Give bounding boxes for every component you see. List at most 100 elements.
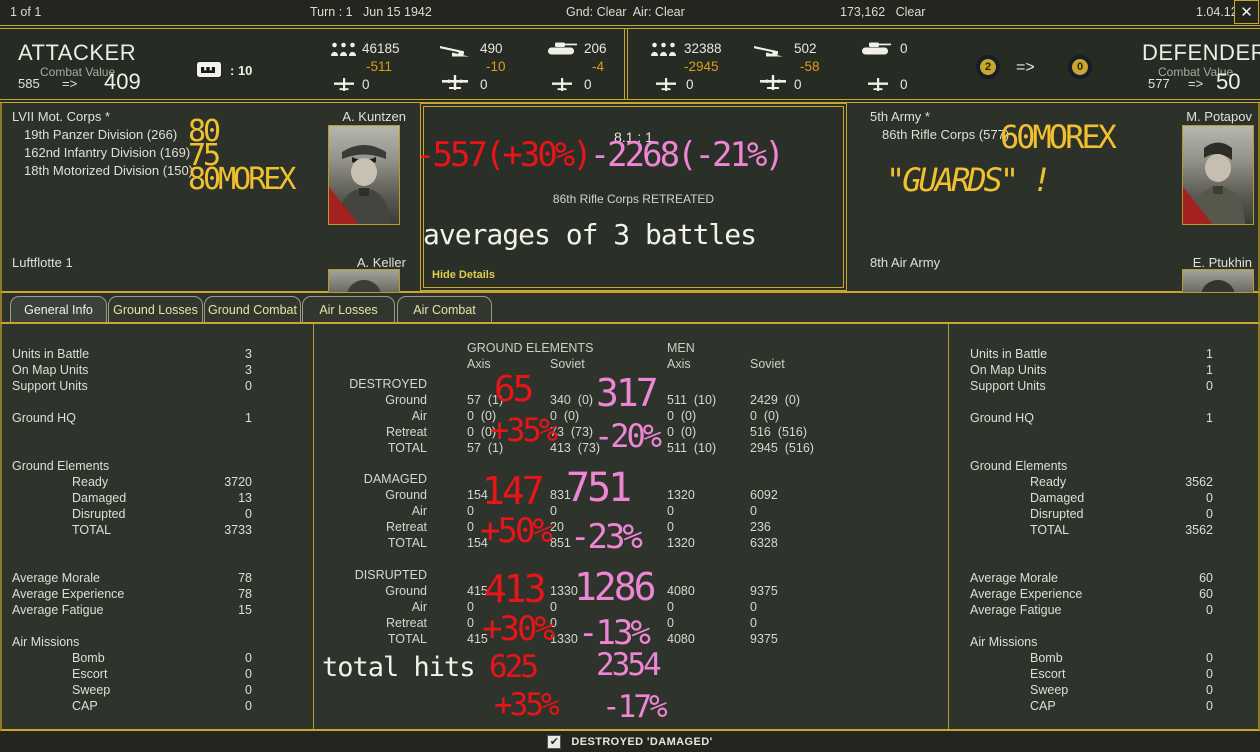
fighter-icon [552, 78, 572, 91]
cell: 1320 [667, 536, 695, 550]
tab-general-info[interactable]: General Info [10, 296, 107, 322]
cell: 236 [750, 520, 771, 534]
stat-label: Bomb [72, 651, 105, 665]
medal-arrow: => [1016, 59, 1035, 76]
stat-row: Average Experience 78 [12, 586, 252, 602]
cell: 0 [467, 616, 474, 630]
stat-label: Average Fatigue [12, 603, 104, 617]
stat-label: Bomb [1030, 651, 1063, 665]
annotation-morale-1: 80 [188, 114, 221, 149]
stat-label: On Map Units [970, 363, 1047, 377]
attacker-medal-value: 2 [984, 61, 992, 73]
defender-commander-name: M. Potapov [1186, 109, 1252, 124]
stat-label: Damaged [72, 491, 127, 505]
stat-row: Bomb 0 [970, 650, 1213, 666]
stat-row: Damaged 0 [970, 490, 1213, 506]
annotation-total-hits-axis-pct: +35% [494, 687, 560, 723]
table-group-men: MEN [667, 341, 695, 355]
stat-value: 78 [238, 571, 252, 585]
tab-air-combat[interactable]: Air Combat [397, 296, 492, 322]
cell: 1320 [667, 488, 695, 502]
close-button[interactable]: ✕ [1234, 0, 1259, 24]
stat-label: Disrupted [72, 507, 126, 521]
row-label: Ground [385, 584, 427, 598]
stat-value: 0 [245, 683, 252, 697]
stat-label: Average Morale [970, 571, 1059, 585]
row-label: Retreat [386, 520, 427, 534]
general-info-content: Units in Battle 3 On Map Units 3 Support U… [0, 324, 1260, 731]
bottom-bar: ✔ DESTROYED 'DAMAGED' [0, 731, 1260, 752]
destroyed-damaged-checkbox[interactable]: ✔ [547, 734, 562, 749]
tab-air-losses[interactable]: Air Losses [302, 296, 395, 322]
stat-row: Average Fatigue 0 [970, 602, 1213, 618]
cell: 0 (0) [667, 425, 697, 439]
stat-label: Ready [1030, 475, 1067, 489]
annotation-damaged-soviet: 751 [566, 465, 632, 511]
cell: 6328 [750, 536, 778, 550]
defender-guns-value: 502 [794, 41, 817, 56]
cell: 0 [467, 600, 474, 614]
stat-label: Sweep [1030, 683, 1069, 697]
annotation-damaged-axis: 147 [482, 469, 545, 513]
defender-cv-arrow: => [1188, 76, 1204, 91]
artillery-icon [438, 45, 470, 57]
cell: 415 [467, 632, 488, 646]
cell: 0 [667, 520, 674, 534]
stat-row: Sweep 0 [12, 682, 252, 698]
stat-label: Sweep [72, 683, 111, 697]
fort-level-value: : 10 [230, 63, 253, 78]
defender-commander-portrait [1182, 125, 1254, 225]
cell: 2945 (516) [750, 441, 814, 455]
attacker-air-hq-name: Luftflotte 1 [12, 255, 73, 270]
stat-value: 3562 [1185, 523, 1213, 537]
cell: 0 [750, 600, 757, 614]
attacker-commander-portrait [328, 125, 400, 225]
cell: 0 (0) [550, 409, 580, 423]
tab-ground-losses[interactable]: Ground Losses [108, 296, 203, 322]
cell: 4080 [667, 632, 695, 646]
row-label: Ground [385, 488, 427, 502]
attacker-hq-name: LVII Mot. Corps * [12, 109, 111, 124]
cell: 0 (0) [667, 409, 697, 423]
annotation-destroyed-axis-pct: +35% [490, 411, 558, 449]
hide-details-link[interactable]: Hide Details [432, 269, 495, 281]
annotation-damaged-soviet-pct: -23% [570, 517, 643, 557]
stat-label: Air Missions [12, 635, 80, 649]
stat-row: CAP 0 [12, 698, 252, 714]
stat-row: Ground Elements [970, 458, 1213, 474]
stat-label: Ground HQ [970, 411, 1034, 425]
stat-value: 15 [238, 603, 252, 617]
annotation-damaged-axis-pct: +50% [480, 511, 553, 551]
stat-row: Disrupted 0 [970, 506, 1213, 522]
row-label: Air [411, 600, 427, 614]
stat-value: 78 [238, 587, 252, 601]
stat-value: 1 [1206, 363, 1213, 377]
stat-row: Ready 3720 [12, 474, 252, 490]
stat-value: 13 [238, 491, 252, 505]
stat-label: Ground Elements [970, 459, 1068, 473]
defender-air2-value: 0 [794, 77, 802, 92]
cell: 340 (0) [550, 393, 594, 407]
annotation-destroyed-axis: 65 [494, 369, 534, 410]
stat-value: 0 [245, 699, 252, 713]
stat-row: Escort 0 [12, 666, 252, 682]
stat-value: 1 [1206, 347, 1213, 361]
stat-label: Average Fatigue [970, 603, 1062, 617]
cell: 831 [550, 488, 571, 502]
annotation-averages: averages of 3 battles [423, 218, 757, 251]
attacker-unit: 18th Motorized Division (150) [24, 163, 194, 178]
annotation-disrupted-axis: 413 [484, 567, 547, 611]
hex-coordinates: 173,162 Clear [840, 5, 926, 19]
row-label: Retreat [386, 425, 427, 439]
defender-hq-name: 5th Army * [870, 109, 930, 124]
cell: 154 [467, 536, 488, 550]
stat-label: Ground HQ [12, 411, 76, 425]
row-label: Air [411, 409, 427, 423]
defender-air-commander-portrait [1182, 269, 1254, 293]
table-subheader: Soviet [750, 357, 785, 371]
cell: 0 (0) [467, 409, 497, 423]
stat-row: Average Fatigue 15 [12, 602, 252, 618]
tab-ground-combat[interactable]: Ground Combat [204, 296, 301, 322]
defender-unit: 86th Rifle Corps (577) [882, 127, 1010, 142]
